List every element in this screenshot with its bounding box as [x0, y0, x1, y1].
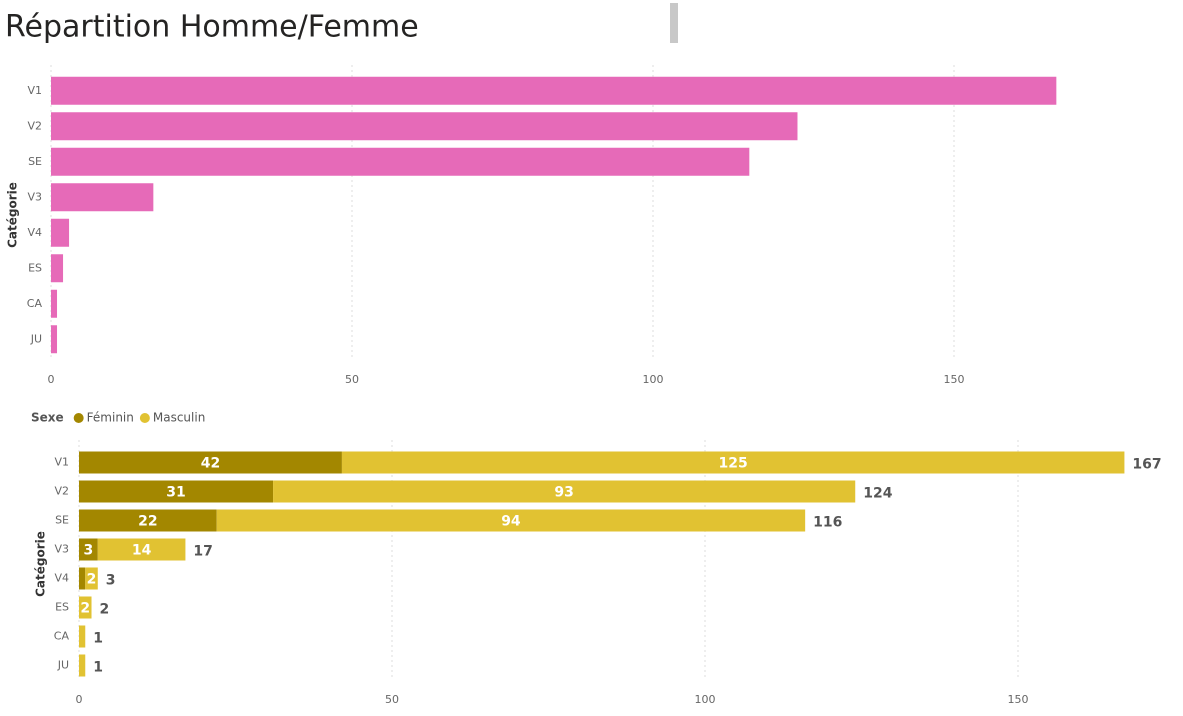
- bar-segment: [216, 509, 806, 532]
- bar-segment: [79, 567, 86, 590]
- y-tick-label: V1: [27, 84, 42, 97]
- bar-segment: [341, 451, 1125, 474]
- legend-label: Masculin: [153, 411, 205, 425]
- legend-marker: [73, 413, 84, 423]
- segment-label: 3: [84, 543, 94, 559]
- segment-label: 31: [166, 485, 185, 501]
- bar: [51, 112, 798, 141]
- y-tick-label: SE: [28, 155, 42, 168]
- segment-label: 93: [554, 485, 573, 501]
- legend-marker: [139, 413, 150, 423]
- bar: [51, 254, 64, 283]
- y-axis-title: Catégorie: [6, 182, 20, 248]
- y-axis-title: Catégorie: [34, 531, 48, 597]
- y-tick-label: JU: [30, 332, 42, 345]
- total-label: 1: [93, 660, 103, 676]
- bar-segment: [79, 451, 342, 474]
- segment-label: 2: [87, 572, 97, 588]
- y-tick-label: V2: [27, 119, 42, 132]
- bar: [51, 218, 70, 247]
- total-label: 124: [863, 486, 892, 502]
- total-label: 3: [106, 573, 116, 589]
- x-tick-label: 100: [695, 693, 716, 706]
- bar-segment: [85, 567, 98, 590]
- legend-label: Féminin: [87, 411, 134, 425]
- segment-label: 2: [80, 601, 90, 617]
- y-tick-label: V1: [54, 456, 69, 469]
- x-tick-label: 100: [643, 373, 664, 386]
- bar-segment: [97, 538, 186, 561]
- x-tick-label: 150: [1008, 693, 1029, 706]
- y-tick-label: CA: [27, 297, 43, 310]
- segment-label: 42: [201, 456, 220, 472]
- bar: [51, 147, 750, 176]
- segment-label: 22: [138, 514, 157, 530]
- bar: [51, 325, 58, 354]
- bar-segment: [79, 625, 86, 648]
- y-tick-label: ES: [28, 261, 42, 274]
- y-tick-label: SE: [55, 514, 69, 527]
- total-label: 167: [1132, 457, 1161, 473]
- bar-segment: [79, 538, 98, 561]
- x-tick-label: 0: [48, 373, 55, 386]
- x-tick-label: 0: [76, 693, 83, 706]
- y-tick-label: V2: [54, 485, 69, 498]
- y-tick-label: V4: [27, 226, 42, 239]
- bar-segment: [79, 654, 86, 677]
- bar: [51, 289, 58, 318]
- bar-segment: [79, 480, 274, 503]
- segment-label: 14: [132, 543, 152, 559]
- page-title: Répartition Homme/Femme: [5, 10, 419, 45]
- total-label: 1: [93, 631, 103, 647]
- segment-label: 94: [501, 514, 521, 530]
- x-tick-label: 50: [385, 693, 399, 706]
- y-tick-label: V3: [54, 543, 69, 556]
- bar: [51, 76, 1057, 105]
- total-label: 116: [813, 515, 842, 531]
- bar-segment: [273, 480, 856, 503]
- y-tick-label: JU: [57, 659, 69, 672]
- bar-segment: [79, 509, 217, 532]
- total-label: 17: [193, 544, 212, 560]
- x-tick-label: 150: [944, 373, 965, 386]
- legend-title: Sexe: [31, 411, 64, 425]
- x-tick-label: 50: [345, 373, 359, 386]
- y-tick-label: CA: [54, 630, 70, 643]
- total-label: 2: [100, 602, 110, 618]
- scrollbar[interactable]: [670, 3, 678, 43]
- y-tick-label: ES: [55, 601, 69, 614]
- y-tick-label: V4: [54, 572, 69, 585]
- bar-segment: [79, 596, 92, 619]
- segment-label: 125: [719, 456, 748, 472]
- bar: [51, 183, 154, 212]
- y-tick-label: V3: [27, 190, 42, 203]
